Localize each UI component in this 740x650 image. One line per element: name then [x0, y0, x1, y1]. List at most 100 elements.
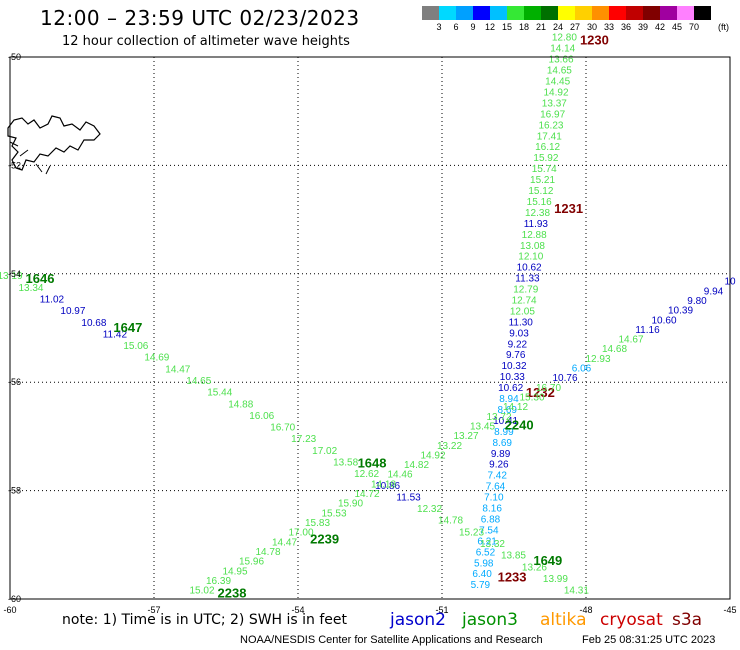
legend-swatch — [541, 6, 558, 20]
y-tick-label: -60 — [8, 594, 21, 604]
swh-value-label: 15.90 — [338, 499, 363, 510]
swh-value-label: 8.94 — [499, 394, 519, 405]
x-tick-label: -51 — [435, 605, 448, 615]
legend-label: 39 — [637, 22, 648, 32]
swh-value-label: 15.06 — [123, 341, 148, 352]
y-tick-label: -50 — [8, 52, 21, 62]
swh-value-label: 15.16 — [527, 197, 552, 208]
swh-value-label: 11.33 — [515, 274, 540, 285]
legend-swatch — [524, 6, 541, 20]
legend-label: 3 — [436, 22, 442, 32]
chart-title: 12:00 – 23:59 UTC 02/23/2023 — [40, 6, 360, 30]
time-label: 1647 — [113, 320, 142, 335]
swh-value-label: 7.42 — [487, 471, 507, 482]
legend-label: 24 — [552, 22, 563, 32]
legend-swatch — [422, 6, 439, 20]
swh-value-label: 14.68 — [602, 344, 627, 355]
swh-value-label: 6.06 — [572, 364, 592, 375]
satellite-track: 5.796.405.986.526.217.546.888.167.107.64… — [471, 33, 609, 591]
footer-credit: NOAA/NESDIS Center for Satellite Applica… — [240, 634, 543, 646]
swh-value-label: 15.96 — [239, 557, 264, 568]
swh-value-label: 15.53 — [321, 508, 346, 519]
swh-value-label: 12.93 — [585, 354, 610, 365]
swh-value-label: 13.32 — [480, 539, 505, 550]
swh-value-label: 13.66 — [549, 55, 574, 66]
swh-value-label: 14.78 — [438, 516, 463, 527]
swh-value-label: 11.30 — [509, 317, 534, 328]
swh-value-label: 11.16 — [635, 325, 660, 336]
swh-value-label: 10.68 — [81, 318, 106, 329]
falkland-islands-coastline — [7, 115, 101, 175]
legend-label: 33 — [603, 22, 614, 32]
swh-value-label: 16.70 — [536, 383, 561, 394]
swh-value-label: 10.62 — [498, 383, 523, 394]
swh-value-label: 7.64 — [486, 482, 506, 493]
swh-value-label: 12.32 — [417, 504, 442, 515]
swh-value-label: 16.97 — [540, 109, 565, 120]
plot-frame — [9, 56, 731, 600]
x-tick-label: -54 — [291, 605, 304, 615]
swh-value-label: 17.00 — [288, 528, 313, 539]
swh-value-label: 13.85 — [501, 551, 526, 562]
swh-value-label: 13.58 — [333, 458, 358, 469]
swh-value-label: 14.88 — [228, 399, 253, 410]
swh-value-label: 12.10 — [518, 252, 543, 263]
y-tick-label: -56 — [8, 377, 21, 387]
swh-value-label: 10.33 — [500, 372, 525, 383]
time-label: 1230 — [580, 33, 609, 48]
swh-value-label: 14.45 — [545, 77, 570, 88]
legend-label: 27 — [569, 22, 580, 32]
time-label: 2238 — [218, 586, 247, 601]
legend-label: 18 — [518, 22, 529, 32]
swh-value-label: 13.27 — [453, 431, 478, 442]
swh-value-label: 6.88 — [481, 514, 501, 525]
swh-value-label: 13.08 — [520, 241, 545, 252]
swh-value-label: 8.99 — [494, 427, 514, 438]
swh-value-label: 16.23 — [538, 120, 563, 131]
legend-swatch — [558, 6, 575, 20]
legend-swatch — [507, 6, 524, 20]
swh-value-label: 15.92 — [533, 153, 558, 164]
swh-value-label: 17.41 — [537, 131, 562, 142]
swh-value-label: 10.97 — [60, 306, 85, 317]
swh-value-label: 9.94 — [704, 286, 724, 297]
swh-value-label: 16.06 — [249, 411, 274, 422]
swh-value-label: 9.80 — [687, 296, 707, 307]
swh-value-label: 16.70 — [270, 423, 295, 434]
swh-value-label: 14.47 — [272, 537, 297, 548]
swh-value-label: 14.12 — [503, 402, 528, 413]
swh-value-label: 6.40 — [472, 569, 492, 580]
swh-value-label: 8.69 — [498, 405, 518, 416]
legend-swatch — [694, 6, 711, 20]
x-tick-label: -48 — [579, 605, 592, 615]
legend-swatch — [439, 6, 456, 20]
swh-value-label: 12.74 — [512, 296, 537, 307]
swh-value-label: 14.18 — [371, 479, 396, 490]
legend-swatch — [575, 6, 592, 20]
time-label: 1649 — [533, 553, 562, 568]
swh-value-label: 13.34 — [18, 283, 43, 294]
swh-value-label: 15.12 — [528, 186, 553, 197]
swh-value-label: 8.69 — [493, 438, 513, 449]
x-tick-label: -57 — [147, 605, 160, 615]
time-label: 1648 — [358, 456, 387, 471]
legend-label: 42 — [654, 22, 665, 32]
swh-value-label: 14.14 — [550, 44, 575, 55]
swh-value-label: 13.72 — [486, 412, 511, 423]
swh-value-label: 8.16 — [482, 504, 502, 515]
legend-unit: (ft) — [718, 22, 729, 32]
swh-value-label: 17.02 — [312, 446, 337, 457]
swh-value-label: 15.44 — [207, 388, 232, 399]
swh-value-label: 9.76 — [506, 350, 526, 361]
legend-swatch — [490, 6, 507, 20]
swh-value-label: 16.12 — [535, 142, 560, 153]
swh-value-label: 10.76 — [552, 373, 577, 384]
swh-value-label: 12.38 — [525, 208, 550, 219]
legend-swatch — [643, 6, 660, 20]
swh-value-label: 10.62 — [517, 263, 542, 274]
swh-value-label: 13.99 — [543, 574, 568, 585]
swh-value-label: 14.65 — [547, 66, 572, 77]
swh-value-label: 10.60 — [651, 315, 676, 326]
time-label: 2239 — [310, 531, 339, 546]
satellite-jason2: jason2 — [390, 610, 446, 630]
